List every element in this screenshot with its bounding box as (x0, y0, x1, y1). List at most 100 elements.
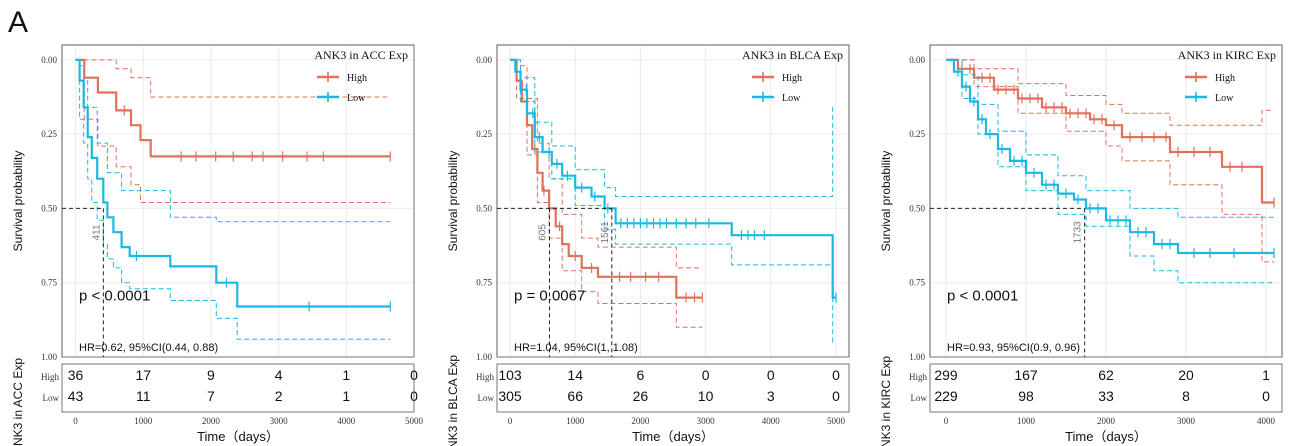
risk-count: 36 (68, 367, 84, 383)
x-tick-label: 0 (73, 416, 78, 426)
hazard-ratio-label: HR=1.04, 95%CI(1, 1.08) (514, 342, 638, 354)
ci-upper-low (510, 59, 836, 197)
p-value-label: p = 0.0067 (514, 288, 585, 305)
median-time-label: 605 (537, 224, 548, 241)
p-value-label: p < 0.0001 (79, 288, 150, 305)
risk-count: 4 (275, 367, 283, 383)
x-tick-label: 0 (508, 416, 513, 426)
x-tick-label: 5000 (405, 416, 424, 426)
hazard-ratio-label: HR=0.93, 95%CI(0.9, 0.96) (947, 342, 1080, 354)
risk-count: 17 (135, 367, 151, 383)
survival-curve-low (75, 58, 391, 308)
risk-count: 0 (1262, 388, 1270, 404)
risk-count: 14 (567, 367, 583, 383)
risk-count: 229 (934, 388, 958, 404)
panel-letter: A (8, 6, 29, 39)
risk-row-label-low: Low (43, 393, 60, 403)
y-axis-title: Survival probability (879, 151, 893, 252)
legend-label-high: High (782, 73, 802, 84)
y-tick-label: 0.00 (476, 55, 492, 65)
risk-table-title: ANK3 in KIRC Exp (879, 356, 893, 446)
y-tick-label: 1.00 (41, 352, 57, 362)
risk-row-label-high: High (41, 372, 60, 382)
risk-count: 0 (832, 388, 840, 404)
risk-row-label-high: High (909, 372, 928, 382)
x-tick-label: 4000 (1257, 416, 1276, 426)
risk-table-panel (929, 363, 1283, 413)
risk-count: 26 (633, 388, 649, 404)
y-tick-label: 1.00 (909, 352, 925, 362)
km-panel-kirc: 1.00 0.75 0.50 0.25 0.00 Survival probability… (879, 44, 1283, 446)
risk-count: 98 (1018, 388, 1034, 404)
y-tick-label: 0.75 (41, 278, 57, 288)
risk-count: 0 (832, 367, 840, 383)
plot-border (929, 44, 1283, 358)
survival-curve-high (75, 58, 391, 158)
risk-count: 0 (767, 367, 775, 383)
x-axis-title: Time（days） (1065, 429, 1147, 444)
y-tick-label: 0.75 (476, 278, 492, 288)
x-tick-label: 1000 (134, 416, 153, 426)
risk-table-title: ANK3 in BLCA Exp (446, 355, 460, 446)
legend-title: ANK3 in ACC Exp (314, 48, 408, 62)
x-tick-label: 1000 (566, 416, 585, 426)
legend-title: ANK3 in BLCA Exp (742, 48, 843, 62)
risk-count: 6 (637, 367, 645, 383)
x-tick-label: 3000 (697, 416, 716, 426)
risk-row-label-low: Low (911, 393, 928, 403)
y-tick-label: 0.25 (476, 129, 492, 139)
risk-table-title: ANK3 in ACC Exp (11, 358, 25, 446)
risk-count: 1 (342, 388, 350, 404)
survival-curve-low (510, 58, 836, 299)
legend-label-low: Low (1215, 93, 1234, 104)
median-time-label: 411 (91, 224, 102, 240)
hazard-ratio-label: HR=0.62, 95%CI(0.44, 0.88) (79, 342, 218, 354)
plot-panel (496, 44, 850, 358)
x-tick-label: 5000 (827, 416, 846, 426)
risk-count: 2 (275, 388, 283, 404)
risk-count: 103 (498, 367, 522, 383)
legend-label-low: Low (782, 93, 801, 104)
x-tick-label: 2000 (202, 416, 221, 426)
median-time-label: 1733 (1073, 221, 1084, 244)
x-axis-title: Time（days） (197, 429, 279, 444)
risk-count: 11 (136, 388, 151, 404)
plot-border (496, 44, 850, 358)
y-tick-label: 0.00 (41, 55, 57, 65)
risk-table-panel (496, 363, 850, 413)
legend-title: ANK3 in KIRC Exp (1178, 48, 1276, 62)
x-tick-label: 3000 (270, 416, 289, 426)
km-panel-acc: 1.00 0.75 0.50 0.25 0.00 Survival probability… (11, 44, 424, 446)
risk-count: 0 (702, 367, 710, 383)
risk-count: 1 (1262, 367, 1270, 383)
risk-count: 167 (1014, 367, 1038, 383)
km-panel-blca: 1.00 0.75 0.50 0.25 0.00 Survival probability… (446, 44, 850, 446)
risk-count: 3 (767, 388, 775, 404)
risk-count: 8 (1182, 388, 1190, 404)
ci-lower-high (75, 59, 391, 203)
x-tick-label: 4000 (762, 416, 781, 426)
risk-count: 9 (207, 367, 215, 383)
y-tick-label: 0.50 (476, 203, 492, 213)
y-tick-label: 0.50 (909, 203, 925, 213)
y-axis-title: Survival probability (11, 151, 25, 252)
y-tick-label: 0.25 (41, 129, 57, 139)
ci-upper-low (946, 59, 1274, 218)
ci-upper-high (75, 59, 391, 98)
y-axis-title: Survival probability (446, 151, 460, 252)
x-tick-label: 2000 (1097, 416, 1116, 426)
x-axis-title: Time（days） (632, 429, 714, 444)
risk-count: 305 (498, 388, 522, 404)
p-value-label: p < 0.0001 (947, 288, 1018, 305)
y-tick-label: 0.25 (909, 129, 925, 139)
risk-count: 62 (1098, 367, 1114, 383)
risk-count: 0 (410, 388, 418, 404)
risk-count: 0 (410, 367, 418, 383)
risk-count: 7 (207, 388, 215, 404)
legend-label-high: High (347, 73, 367, 84)
risk-count: 33 (1098, 388, 1114, 404)
risk-count: 20 (1178, 367, 1194, 383)
ci-lower-high (946, 59, 1274, 263)
risk-count: 10 (698, 388, 714, 404)
legend-label-high: High (1215, 73, 1235, 84)
